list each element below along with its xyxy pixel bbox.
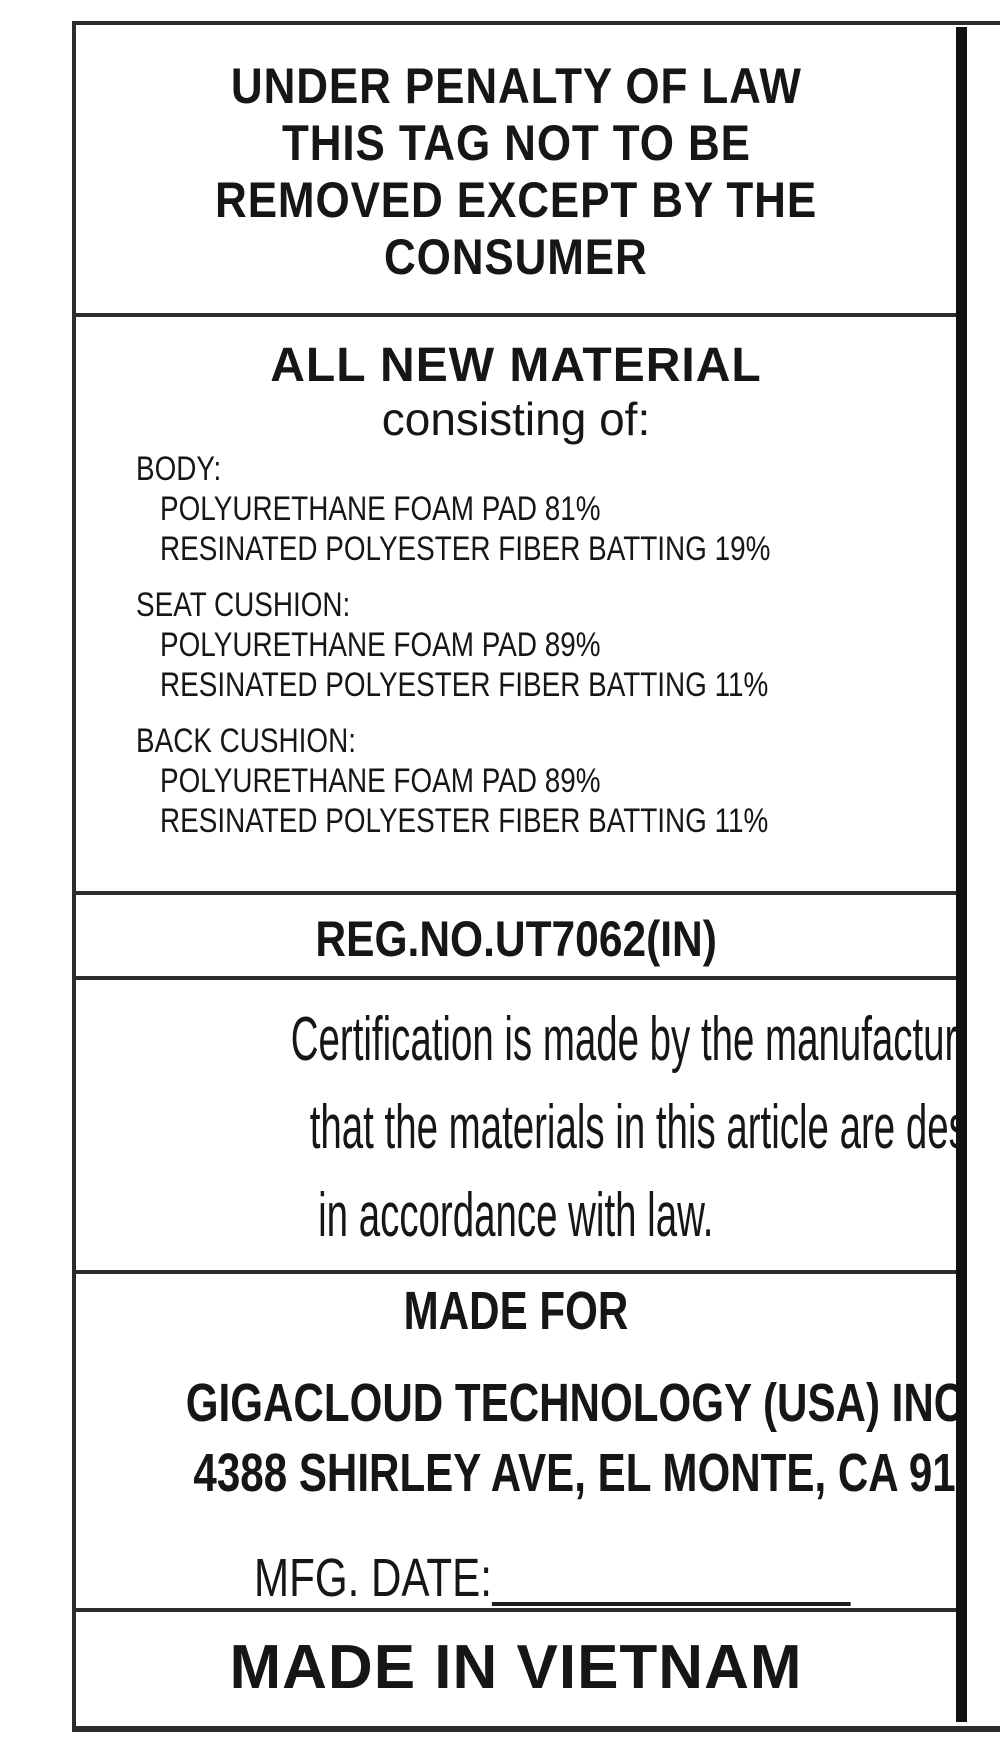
section-origin: MADE IN VIETNAM <box>76 1612 956 1722</box>
section-penalty-notice: UNDER PENALTY OF LAW THIS TAG NOT TO BE … <box>76 25 956 317</box>
material-item: POLYURETHANE FOAM PAD 81% <box>160 490 601 528</box>
company-name: GIGACLOUD TECHNOLOGY (USA) INC <box>185 1373 956 1433</box>
certification-line: in accordance with law. <box>318 1181 714 1250</box>
label-border-top <box>72 21 1000 25</box>
material-item: RESINATED POLYESTER FIBER BATTING 11% <box>160 666 769 704</box>
material-group-name: BACK CUSHION: <box>136 722 356 760</box>
mfg-date-label: MFG. DATE: <box>254 1548 492 1608</box>
materials-list: BODY: POLYURETHANE FOAM PAD 81% RESINATE… <box>76 449 956 841</box>
penalty-line: REMOVED EXCEPT BY THE <box>76 172 956 229</box>
material-item: POLYURETHANE FOAM PAD 89% <box>160 762 601 800</box>
label-border-left <box>72 21 76 1732</box>
section-certification: Certification is made by the manufacture… <box>76 980 956 1274</box>
penalty-line: THIS TAG NOT TO BE <box>76 115 956 172</box>
registration-number-row: REG.NO.UT7062(IN) <box>280 910 752 968</box>
penalty-line-text: REMOVED EXCEPT BY THE <box>214 172 818 228</box>
registration-number: REG.NO.UT7062(IN) <box>315 910 717 967</box>
section-registration: REG.NO.UT7062(IN) <box>76 895 956 980</box>
penalty-line: CONSUMER <box>76 229 956 286</box>
materials-subheading: consisting of: <box>381 393 651 445</box>
origin-text: MADE IN VIETNAM <box>229 1632 803 1702</box>
material-item: POLYURETHANE FOAM PAD 89% <box>160 626 601 664</box>
made-for-heading: MADE FOR <box>403 1281 629 1341</box>
section-made-for: MADE FOR GIGACLOUD TECHNOLOGY (USA) INC … <box>76 1274 956 1612</box>
certification-line: Certification is made by the manufacture… <box>290 1005 956 1074</box>
label-right-edge-bar <box>956 27 967 1722</box>
material-group-back-cushion: BACK CUSHION: POLYURETHANE FOAM PAD 89% … <box>136 721 956 841</box>
material-group-name: BODY: <box>136 450 222 488</box>
material-item: RESINATED POLYESTER FIBER BATTING 19% <box>160 530 771 568</box>
label-border-bottom <box>72 1726 1000 1732</box>
section-materials: ALL NEW MATERIAL consisting of: BODY: PO… <box>76 317 956 895</box>
materials-heading: ALL NEW MATERIAL <box>270 339 762 392</box>
material-item: RESINATED POLYESTER FIBER BATTING 11% <box>160 802 769 840</box>
material-group-name: SEAT CUSHION: <box>136 586 351 624</box>
penalty-line-text: UNDER PENALTY OF LAW <box>230 58 802 114</box>
material-group-body: BODY: POLYURETHANE FOAM PAD 81% RESINATE… <box>136 449 956 569</box>
certification-line: that the materials in this article are d… <box>309 1093 956 1162</box>
penalty-line: UNDER PENALTY OF LAW <box>76 58 956 115</box>
material-group-seat-cushion: SEAT CUSHION: POLYURETHANE FOAM PAD 89% … <box>136 585 956 705</box>
mfg-date-row: MFG. DATE: <box>76 1550 956 1606</box>
label-content: UNDER PENALTY OF LAW THIS TAG NOT TO BE … <box>76 25 956 1722</box>
mfg-date-blank-field <box>491 1550 851 1606</box>
penalty-line-text: THIS TAG NOT TO BE <box>281 115 751 171</box>
penalty-line-text: CONSUMER <box>384 229 648 285</box>
company-address: 4388 SHIRLEY AVE, EL MONTE, CA 91731 <box>193 1443 956 1503</box>
